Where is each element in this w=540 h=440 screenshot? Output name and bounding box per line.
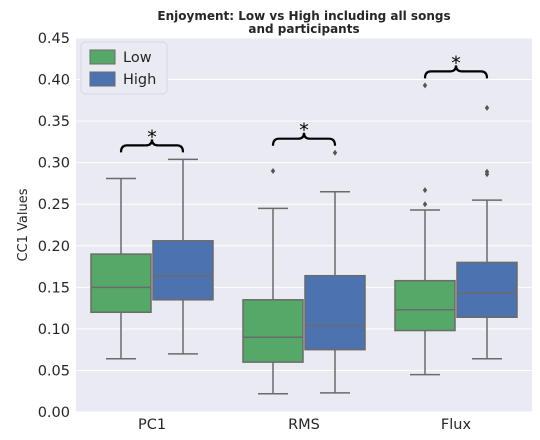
box-low-rms — [242, 167, 304, 395]
y-tick-label: 0.40 — [38, 73, 70, 89]
y-tick-label: 0.05 — [38, 363, 70, 379]
y-axis-label: CC1 Values — [16, 188, 31, 261]
x-tick-label: RMS — [288, 417, 320, 433]
box-high-rms — [304, 149, 366, 394]
x-tick-label: PC1 — [138, 417, 166, 433]
x-tick-label: Flux — [441, 417, 472, 433]
outlier-point — [422, 201, 428, 208]
y-tick-label: 0.35 — [38, 114, 70, 130]
plot-area-background — [76, 38, 532, 412]
outlier-point — [484, 104, 490, 111]
iqr-box — [456, 261, 518, 319]
y-tick-label: 0.00 — [38, 405, 70, 421]
iqr-box — [242, 299, 304, 363]
iqr-box — [90, 253, 152, 314]
significance-annotations: * * * — [119, 52, 489, 153]
y-tick-label: 0.20 — [38, 239, 70, 255]
outlier-point — [332, 149, 338, 156]
chart-title-line: and participants — [248, 22, 359, 36]
outlier-point — [422, 187, 428, 194]
box-high-pc1 — [152, 158, 214, 355]
y-tick-label: 0.30 — [38, 156, 70, 172]
box-low-pc1 — [90, 177, 152, 360]
legend-swatch-high — [89, 71, 116, 87]
y-tick-label: 0.10 — [38, 322, 70, 338]
box-groups — [90, 82, 518, 395]
y-tick-label: 0.15 — [38, 280, 70, 296]
outlier-point — [484, 168, 490, 175]
legend: Low High — [80, 41, 168, 95]
outlier-point — [422, 82, 428, 89]
significance-star: * — [451, 52, 461, 74]
legend-label-low: Low — [123, 50, 152, 66]
significance-star: * — [147, 126, 157, 148]
chart-title-line: Enjoyment: Low vs High including all son… — [157, 9, 450, 23]
legend-swatch-low — [89, 49, 116, 65]
box-low-flux — [394, 82, 456, 376]
y-tick-label: 0.25 — [38, 197, 70, 213]
axes: 0.00 0.05 0.10 0.15 0.20 0.25 0.30 0.35 0.40 0.45… — [16, 31, 471, 433]
box-high-flux — [456, 104, 518, 360]
outlier-point — [270, 167, 276, 174]
iqr-box — [304, 274, 366, 351]
significance-star: * — [299, 120, 309, 142]
iqr-box — [152, 240, 214, 301]
legend-label-high: High — [123, 72, 156, 88]
iqr-box — [394, 279, 456, 332]
y-tick-label: 0.45 — [38, 31, 70, 47]
chart-title: Enjoyment: Low vs High including all son… — [157, 9, 450, 36]
